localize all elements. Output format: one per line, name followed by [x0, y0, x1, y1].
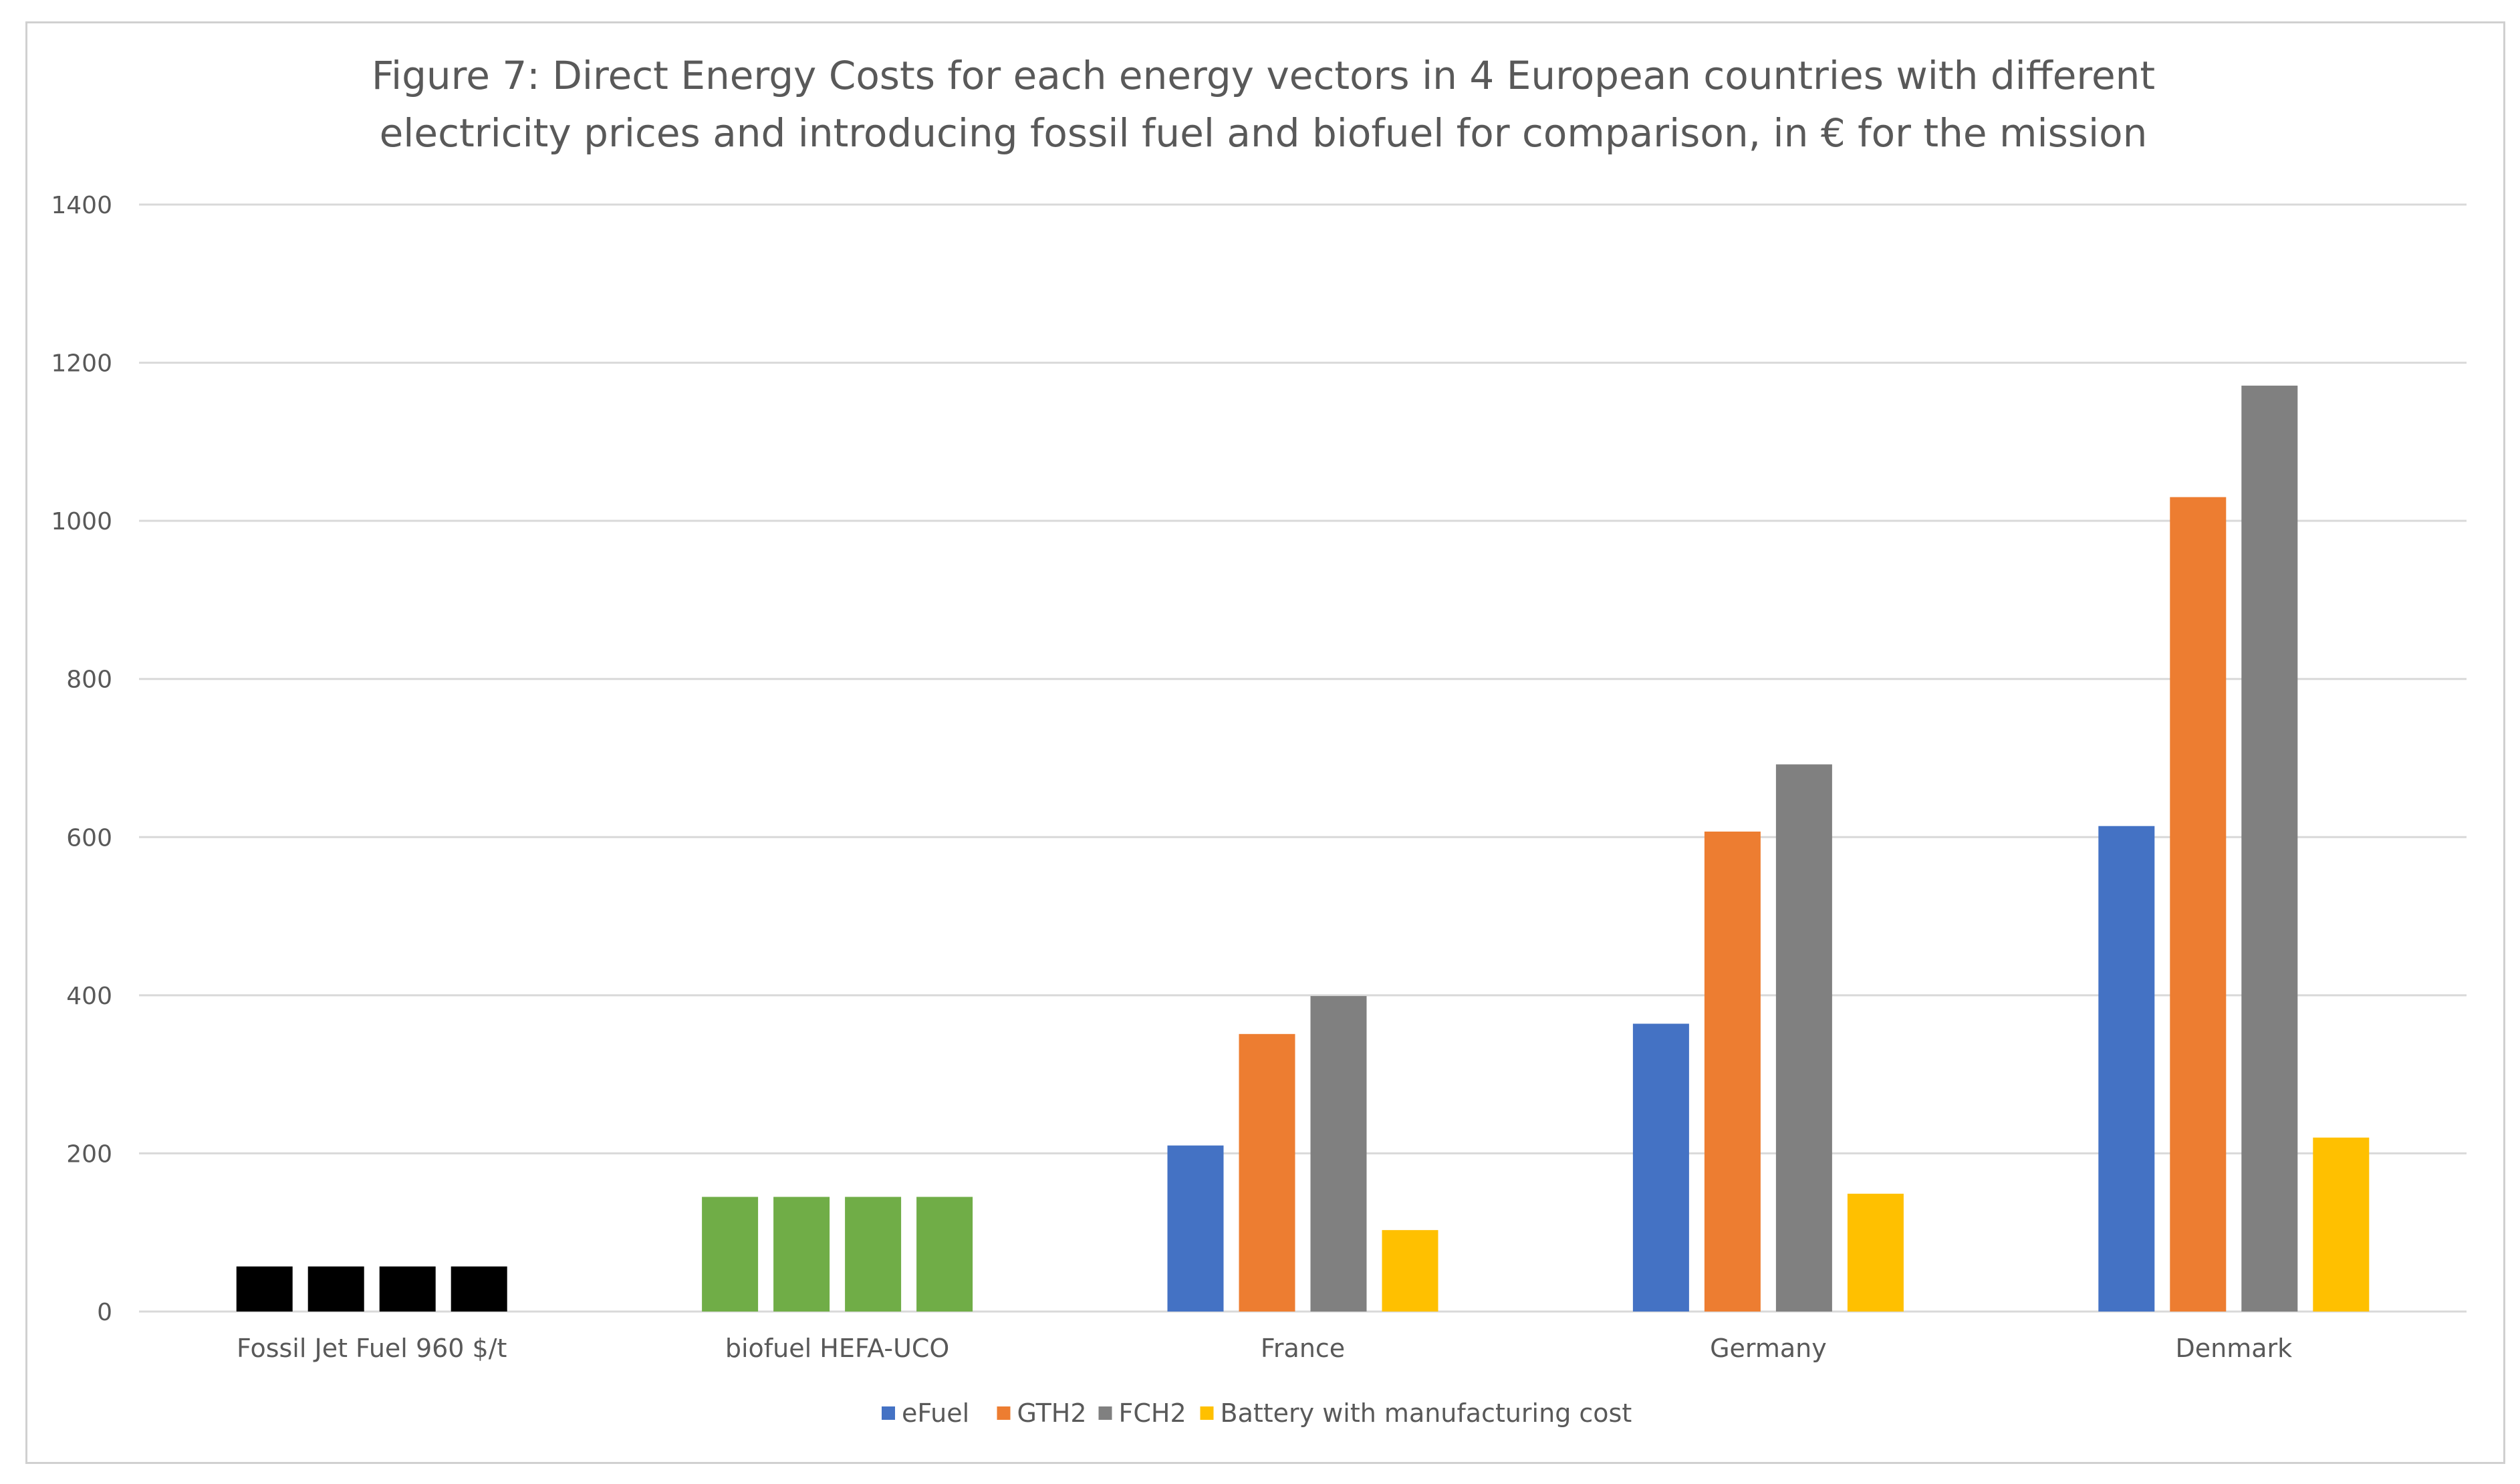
- bar-2-2: [773, 1197, 830, 1312]
- bars: [236, 385, 2370, 1312]
- bar-1-4: [451, 1266, 507, 1312]
- chart-title-line-1: Figure 7: Direct Energy Costs for each e…: [372, 53, 2155, 98]
- x-axis-labels: Fossil Jet Fuel 960 $/t biofuel HEFA-UCO F…: [237, 1334, 2292, 1363]
- legend-label: Battery with manufacturing cost: [1221, 1398, 1632, 1428]
- bar-5-4: [2313, 1137, 2370, 1312]
- bar-1-3: [379, 1266, 436, 1312]
- bar-2-1: [702, 1197, 759, 1312]
- legend-label: FCH2: [1119, 1398, 1186, 1428]
- bar-5-3: [2241, 385, 2298, 1312]
- bar-5-1: [2098, 826, 2155, 1312]
- y-tick-label: 1200: [51, 350, 112, 378]
- bar-3-4: [1382, 1230, 1438, 1312]
- y-axis-ticks: 0 200 400 600 800 1000 1200 1400: [51, 192, 112, 1326]
- x-category-label: Germany: [1710, 1334, 1827, 1363]
- legend-swatch: [882, 1406, 895, 1420]
- bar-4-1: [1632, 1023, 1689, 1312]
- gridlines: [139, 203, 2467, 1313]
- legend-swatch: [997, 1406, 1011, 1420]
- y-tick-label: 600: [66, 824, 112, 852]
- bar-3-2: [1239, 1033, 1295, 1312]
- chart-title: Figure 7: Direct Energy Costs for each e…: [372, 53, 2155, 156]
- legend-label: GTH2: [1017, 1398, 1087, 1428]
- bar-5-2: [2170, 497, 2227, 1312]
- x-category-label: France: [1261, 1334, 1345, 1363]
- bar-3-1: [1167, 1145, 1224, 1312]
- y-tick-label: 800: [66, 666, 112, 694]
- chart-title-line-2: electricity prices and introducing fossi…: [380, 110, 2148, 156]
- bar-2-4: [916, 1197, 973, 1312]
- y-tick-label: 1000: [51, 508, 112, 535]
- bar-3-3: [1310, 996, 1367, 1312]
- x-category-label: Fossil Jet Fuel 960 $/t: [237, 1334, 507, 1363]
- y-tick-label: 1400: [51, 192, 112, 219]
- y-tick-label: 0: [97, 1299, 112, 1326]
- bar-4-4: [1847, 1193, 1904, 1312]
- legend-label: eFuel: [902, 1398, 969, 1428]
- x-category-label: Denmark: [2175, 1334, 2292, 1363]
- x-category-label: biofuel HEFA-UCO: [725, 1334, 950, 1363]
- bar-2-3: [845, 1197, 902, 1312]
- bar-1-2: [307, 1266, 364, 1312]
- legend-swatch: [1200, 1406, 1214, 1420]
- y-tick-label: 400: [66, 983, 112, 1010]
- legend: eFuel GTH2 FCH2 Battery with manufacturing …: [882, 1398, 1632, 1428]
- bar-4-3: [1775, 764, 1832, 1312]
- y-tick-label: 200: [66, 1140, 112, 1168]
- bar-1-1: [236, 1266, 293, 1312]
- legend-swatch: [1098, 1406, 1112, 1420]
- bar-4-2: [1704, 832, 1761, 1312]
